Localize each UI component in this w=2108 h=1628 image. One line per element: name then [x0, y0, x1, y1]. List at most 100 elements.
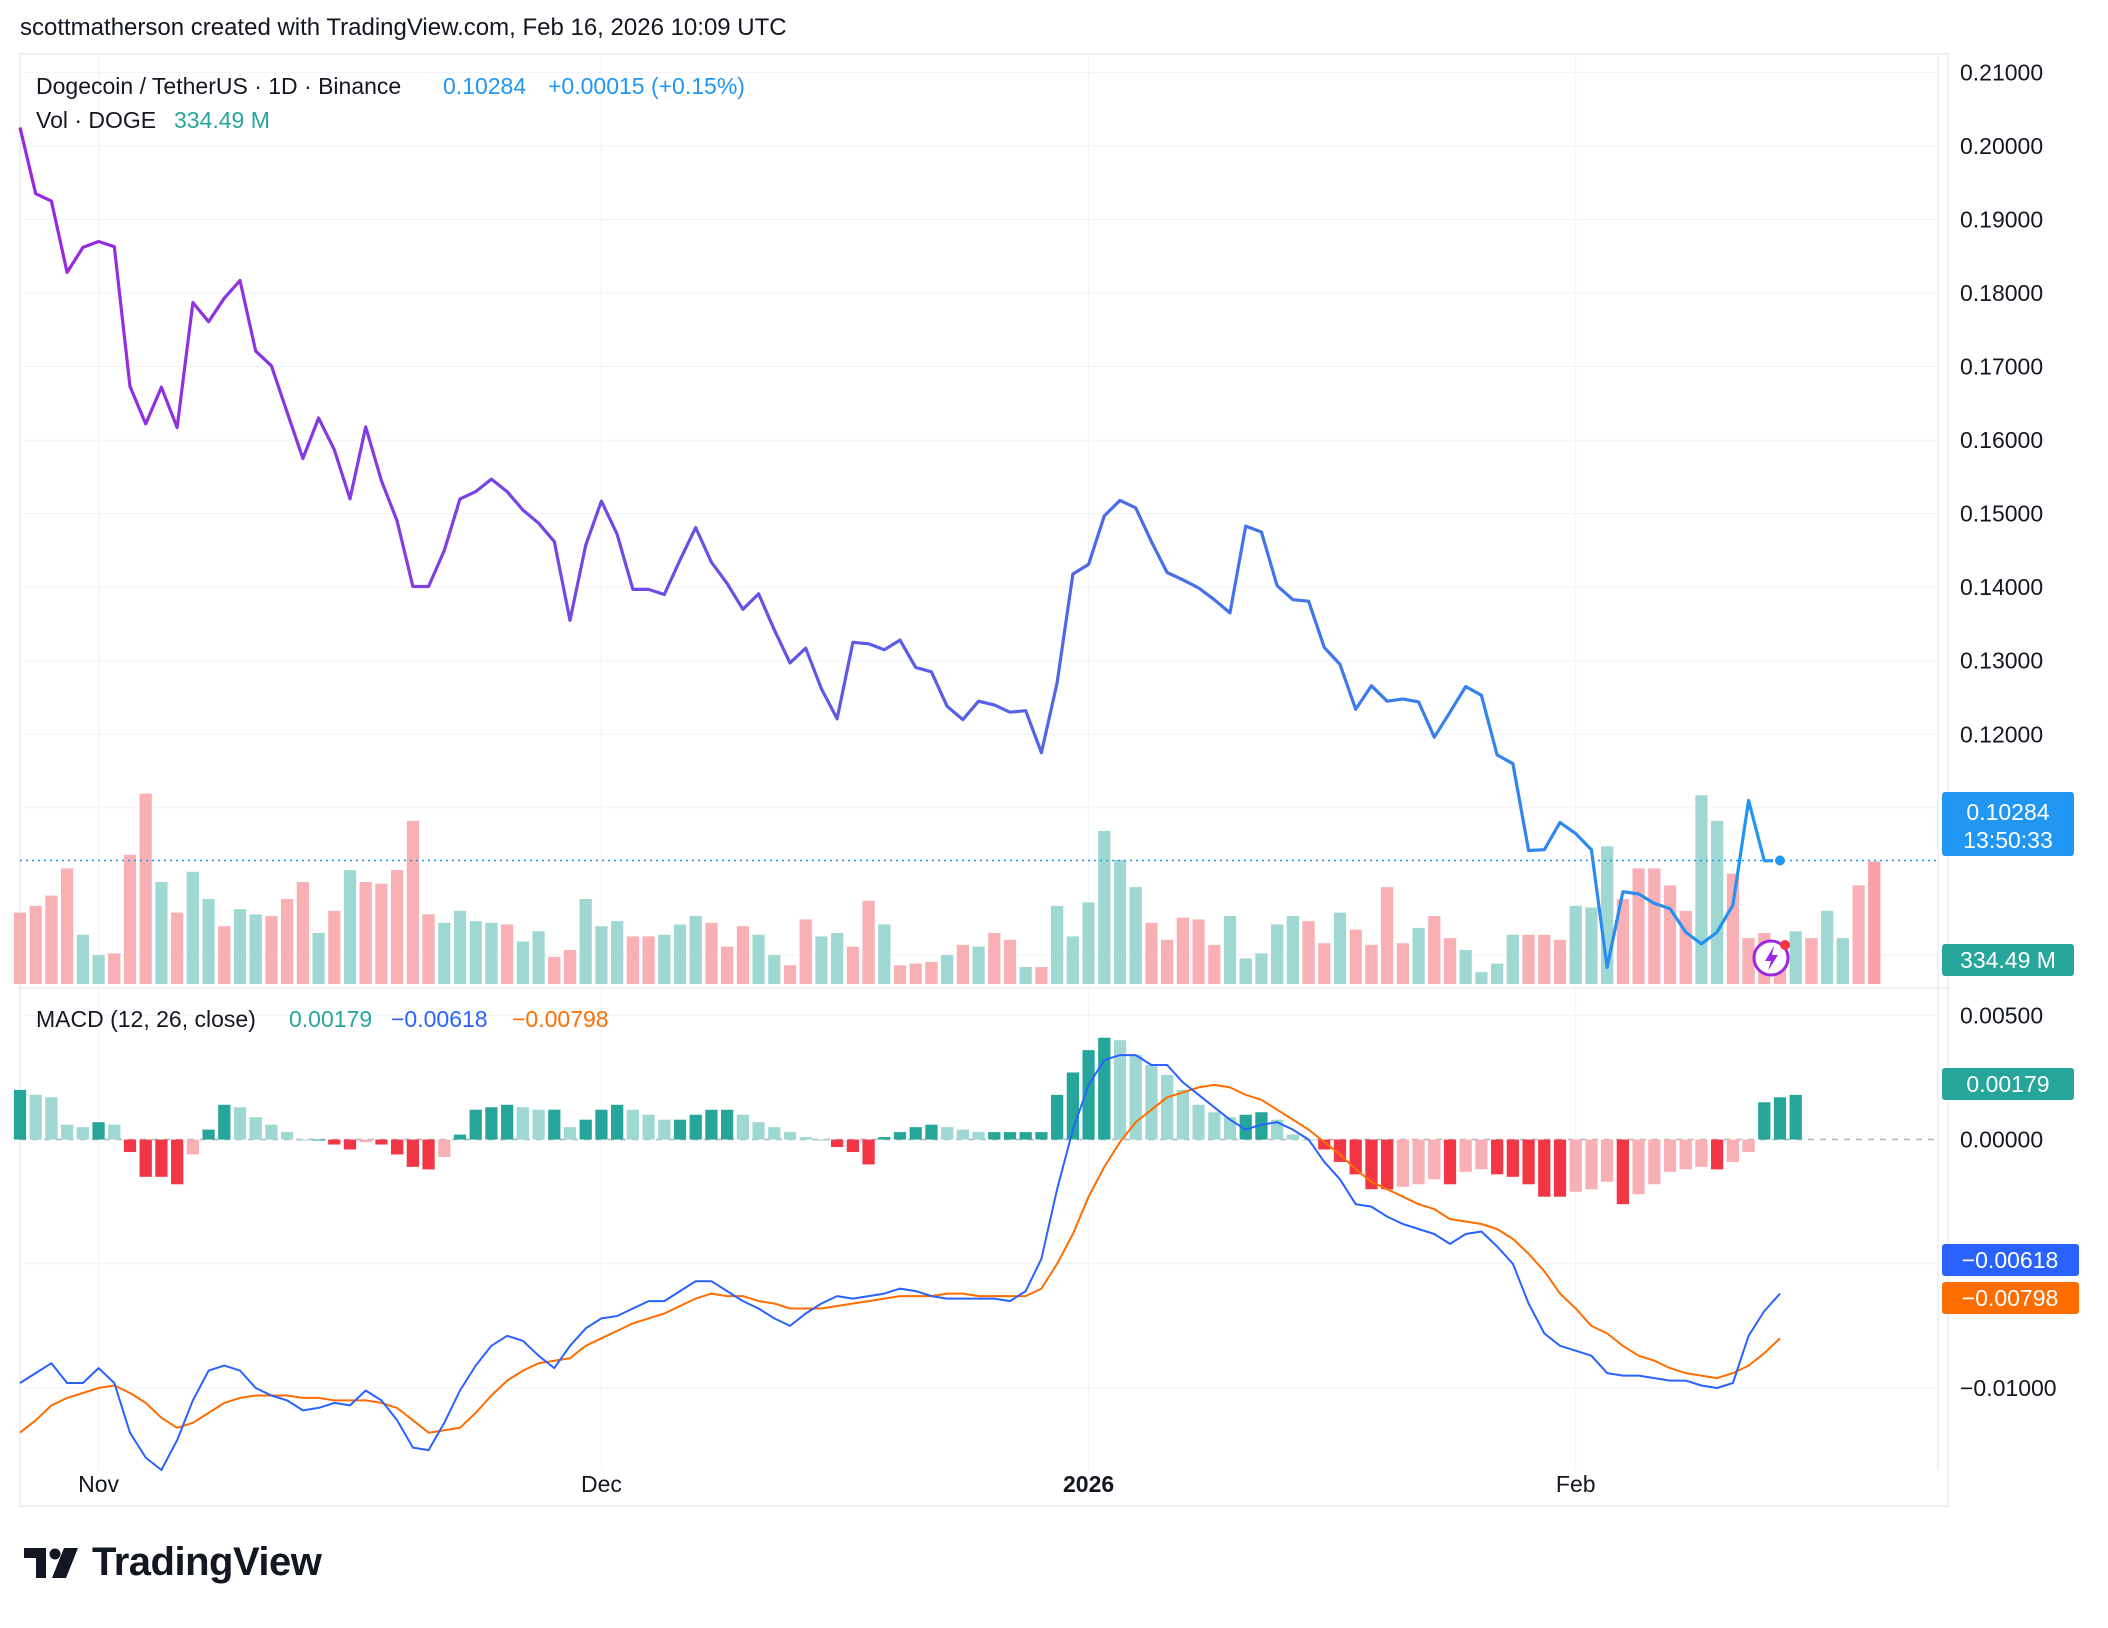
- volume-bar: [1381, 887, 1394, 984]
- macd-histogram-bar: [1035, 1132, 1048, 1140]
- volume-bar: [956, 944, 969, 984]
- price-value: 0.10284: [443, 73, 526, 99]
- macd-hist-value: 0.00179: [289, 1006, 372, 1032]
- price-tick-label: 0.13000: [1960, 648, 2043, 674]
- volume-bar: [1035, 967, 1048, 984]
- macd-histogram-bar: [1522, 1139, 1535, 1185]
- volume-bar: [265, 916, 278, 984]
- macd-histogram-bar: [1632, 1139, 1645, 1195]
- volume-bar: [1789, 931, 1802, 984]
- volume-bar: [658, 934, 671, 984]
- volume-bar: [469, 921, 482, 984]
- macd-signal-badge-value: −0.00798: [1962, 1285, 2059, 1311]
- macd-histogram-bar: [736, 1114, 749, 1140]
- macd-histogram-bar: [45, 1097, 58, 1140]
- volume-bar: [281, 899, 294, 984]
- macd-histogram-bar: [1538, 1139, 1551, 1197]
- volume-bar: [1349, 929, 1362, 984]
- volume-bar: [1365, 944, 1378, 984]
- macd-histogram-bar: [1082, 1050, 1095, 1140]
- macd-line: [19, 1054, 1781, 1471]
- volume-bar: [45, 895, 58, 984]
- volume-bar: [846, 946, 859, 984]
- volume-bar: [233, 909, 247, 984]
- macd-histogram-bar: [1726, 1139, 1739, 1162]
- macd-histogram-bar: [878, 1137, 891, 1140]
- macd-histogram-bar: [76, 1127, 89, 1140]
- macd-histogram-bar: [909, 1127, 922, 1140]
- macd-histogram-bar: [862, 1139, 875, 1165]
- volume-bar: [1569, 905, 1582, 984]
- macd-histogram-bar: [1113, 1040, 1127, 1140]
- volume-bar: [1302, 921, 1315, 984]
- volume-bar: [689, 916, 702, 984]
- macd-histogram-bar: [1381, 1139, 1394, 1190]
- macd-histogram-bar: [563, 1127, 577, 1140]
- macd-histogram-bar: [673, 1119, 687, 1140]
- macd-histogram-bar: [391, 1139, 404, 1155]
- macd-histogram-bar: [186, 1139, 199, 1155]
- macd-line-value: −0.00618: [391, 1006, 488, 1032]
- volume-bar: [391, 870, 404, 984]
- volume-bar: [595, 926, 608, 984]
- signal-line: [19, 1083, 1781, 1434]
- macd-histogram-bar: [155, 1139, 168, 1177]
- price-tick-label: 0.18000: [1960, 280, 2043, 306]
- macd-histogram-bar: [1365, 1139, 1378, 1190]
- trading-chart[interactable]: 0.21000 0.20000 0.19000 0.18000 0.17000 0.160…: [0, 0, 2108, 1530]
- volume-bar: [548, 956, 561, 984]
- volume-bar: [815, 936, 828, 984]
- volume-bar: [296, 882, 309, 984]
- macd-histogram-bar: [422, 1139, 435, 1170]
- macd-histogram-bar: [406, 1139, 419, 1167]
- volume-badge: 334.49 M: [1942, 944, 2074, 976]
- time-tick-label: Nov: [78, 1471, 119, 1497]
- volume-bar: [972, 946, 985, 984]
- macd-signal-badge: −0.00798: [1942, 1282, 2079, 1314]
- macd-histogram-bar: [1569, 1139, 1582, 1192]
- volume-bar: [343, 870, 357, 984]
- macd-line-badge: −0.00618: [1942, 1244, 2079, 1276]
- volume-bar: [768, 955, 781, 984]
- price-badge: 0.10284 13:50:33: [1942, 792, 2074, 856]
- volume-bar: [705, 922, 718, 984]
- macd-histogram-bar: [579, 1119, 592, 1140]
- macd-histogram-bar: [312, 1139, 325, 1141]
- macd-histogram-bar: [956, 1129, 969, 1140]
- macd-histogram-bar: [1459, 1139, 1472, 1172]
- volume-bar: [752, 934, 765, 984]
- volume-bar: [1852, 885, 1865, 984]
- volume-bar: [1333, 912, 1347, 984]
- volume-bar: [736, 926, 749, 984]
- macd-histogram-bar: [1616, 1139, 1629, 1205]
- macd-histogram-bar: [1711, 1139, 1724, 1170]
- macd-histogram-bar: [1789, 1094, 1802, 1140]
- macd-label: MACD (12, 26, close): [36, 1006, 256, 1032]
- volume-bar: [1192, 919, 1205, 984]
- volume-label: Vol · DOGE: [36, 107, 156, 133]
- volume-bar: [1648, 868, 1661, 984]
- tradingview-logo[interactable]: TradingView: [24, 1540, 322, 1585]
- macd-histogram-bar: [1695, 1139, 1708, 1167]
- volume-bar: [186, 871, 199, 984]
- volume-bar: [328, 910, 341, 984]
- volume-bar: [1632, 868, 1645, 984]
- volume-bar: [1836, 938, 1849, 984]
- macd-histogram-bar: [799, 1137, 812, 1140]
- macd-histogram-bar: [29, 1094, 42, 1140]
- macd-histogram-bar: [343, 1139, 357, 1150]
- macd-histogram-bar: [752, 1122, 765, 1140]
- macd-histogram-bar: [1506, 1139, 1519, 1177]
- volume-bar: [453, 910, 467, 984]
- price-series: [18, 127, 1938, 970]
- macd-histogram-bar: [139, 1139, 152, 1177]
- volume-bar: [611, 921, 624, 984]
- macd-histogram-bar: [249, 1117, 262, 1140]
- macd-histogram-bar: [941, 1127, 954, 1140]
- volume-bar: [1491, 963, 1504, 984]
- lightning-icon[interactable]: [1752, 939, 1790, 977]
- macd-histogram-bar: [108, 1124, 121, 1140]
- volume-bar: [925, 961, 938, 984]
- macd-histogram-bar: [925, 1124, 938, 1140]
- price-tick-label: 0.14000: [1960, 574, 2043, 600]
